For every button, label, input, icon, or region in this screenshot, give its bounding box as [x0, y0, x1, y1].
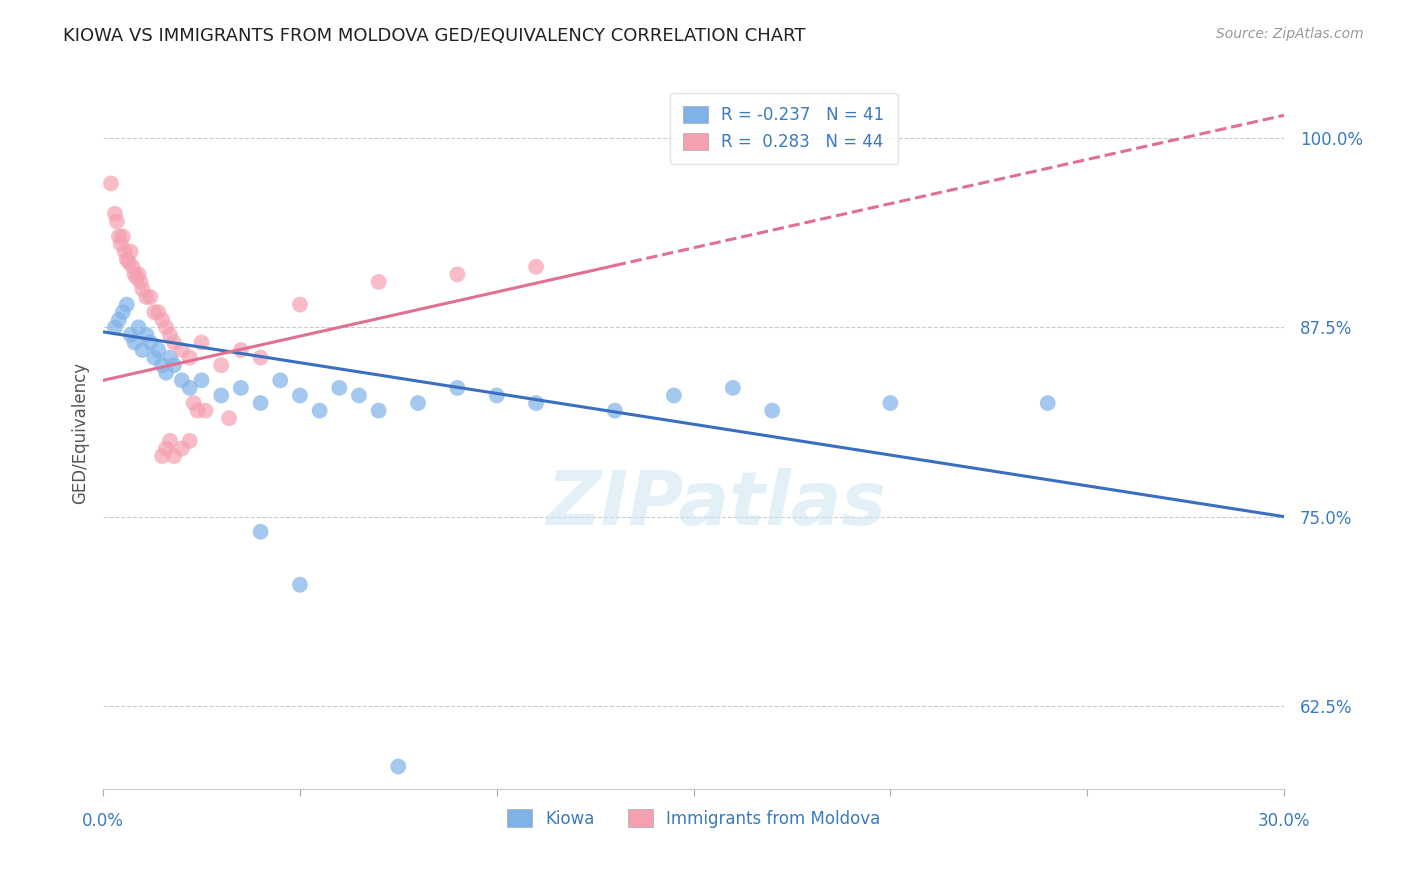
Point	[124, 268, 146, 282]
Point	[190, 373, 212, 387]
Point	[485, 388, 508, 402]
Point	[761, 403, 783, 417]
Point	[524, 396, 547, 410]
Point	[662, 388, 685, 402]
Point	[111, 229, 134, 244]
Point	[111, 305, 134, 319]
Point	[163, 449, 186, 463]
Point	[229, 343, 252, 357]
Point	[194, 403, 217, 417]
Point	[387, 759, 409, 773]
Point	[163, 358, 186, 372]
Point	[125, 270, 148, 285]
Point	[131, 283, 153, 297]
Point	[1036, 396, 1059, 410]
Point	[406, 396, 429, 410]
Point	[163, 335, 186, 350]
Text: KIOWA VS IMMIGRANTS FROM MOLDOVA GED/EQUIVALENCY CORRELATION CHART: KIOWA VS IMMIGRANTS FROM MOLDOVA GED/EQU…	[63, 27, 806, 45]
Point	[139, 290, 162, 304]
Point	[183, 396, 205, 410]
Point	[155, 442, 177, 456]
Point	[170, 373, 193, 387]
Point	[121, 260, 143, 274]
Point	[446, 381, 468, 395]
Point	[229, 381, 252, 395]
Point	[209, 388, 232, 402]
Point	[159, 327, 181, 342]
Y-axis label: GED/Equivalency: GED/Equivalency	[72, 362, 89, 504]
Point	[524, 260, 547, 274]
Point	[155, 320, 177, 334]
Point	[179, 381, 201, 395]
Point	[269, 373, 291, 387]
Point	[328, 381, 350, 395]
Point	[347, 388, 370, 402]
Point	[367, 403, 389, 417]
Point	[159, 351, 181, 365]
Point	[288, 578, 311, 592]
Point	[124, 335, 146, 350]
Point	[120, 327, 142, 342]
Point	[170, 343, 193, 357]
Point	[179, 434, 201, 448]
Point	[150, 312, 173, 326]
Point	[143, 351, 166, 365]
Point	[115, 297, 138, 311]
Point	[159, 434, 181, 448]
Point	[170, 442, 193, 456]
Point	[104, 207, 127, 221]
Point	[118, 255, 141, 269]
Point	[288, 388, 311, 402]
Point	[179, 351, 201, 365]
Point	[721, 381, 744, 395]
Point	[131, 343, 153, 357]
Point	[128, 268, 150, 282]
Point	[150, 449, 173, 463]
Point	[249, 396, 271, 410]
Point	[110, 237, 132, 252]
Point	[308, 403, 330, 417]
Point	[104, 320, 127, 334]
Point	[108, 312, 131, 326]
Text: 30.0%: 30.0%	[1257, 812, 1310, 830]
Point	[150, 358, 173, 372]
Point	[148, 343, 170, 357]
Legend: Kiowa, Immigrants from Moldova: Kiowa, Immigrants from Moldova	[501, 803, 887, 834]
Point	[288, 297, 311, 311]
Point	[879, 396, 901, 410]
Point	[155, 366, 177, 380]
Point	[249, 524, 271, 539]
Point	[114, 244, 136, 259]
Point	[367, 275, 389, 289]
Text: Source: ZipAtlas.com: Source: ZipAtlas.com	[1216, 27, 1364, 41]
Point	[209, 358, 232, 372]
Point	[249, 351, 271, 365]
Point	[143, 305, 166, 319]
Point	[148, 305, 170, 319]
Point	[218, 411, 240, 425]
Point	[128, 320, 150, 334]
Point	[190, 335, 212, 350]
Point	[139, 335, 162, 350]
Point	[446, 268, 468, 282]
Point	[129, 275, 152, 289]
Point	[603, 403, 626, 417]
Point	[105, 214, 128, 228]
Text: ZIPatlas: ZIPatlas	[547, 468, 887, 541]
Point	[108, 229, 131, 244]
Point	[135, 327, 157, 342]
Point	[115, 252, 138, 267]
Point	[100, 177, 122, 191]
Point	[135, 290, 157, 304]
Point	[187, 403, 209, 417]
Text: 0.0%: 0.0%	[82, 812, 124, 830]
Point	[120, 244, 142, 259]
